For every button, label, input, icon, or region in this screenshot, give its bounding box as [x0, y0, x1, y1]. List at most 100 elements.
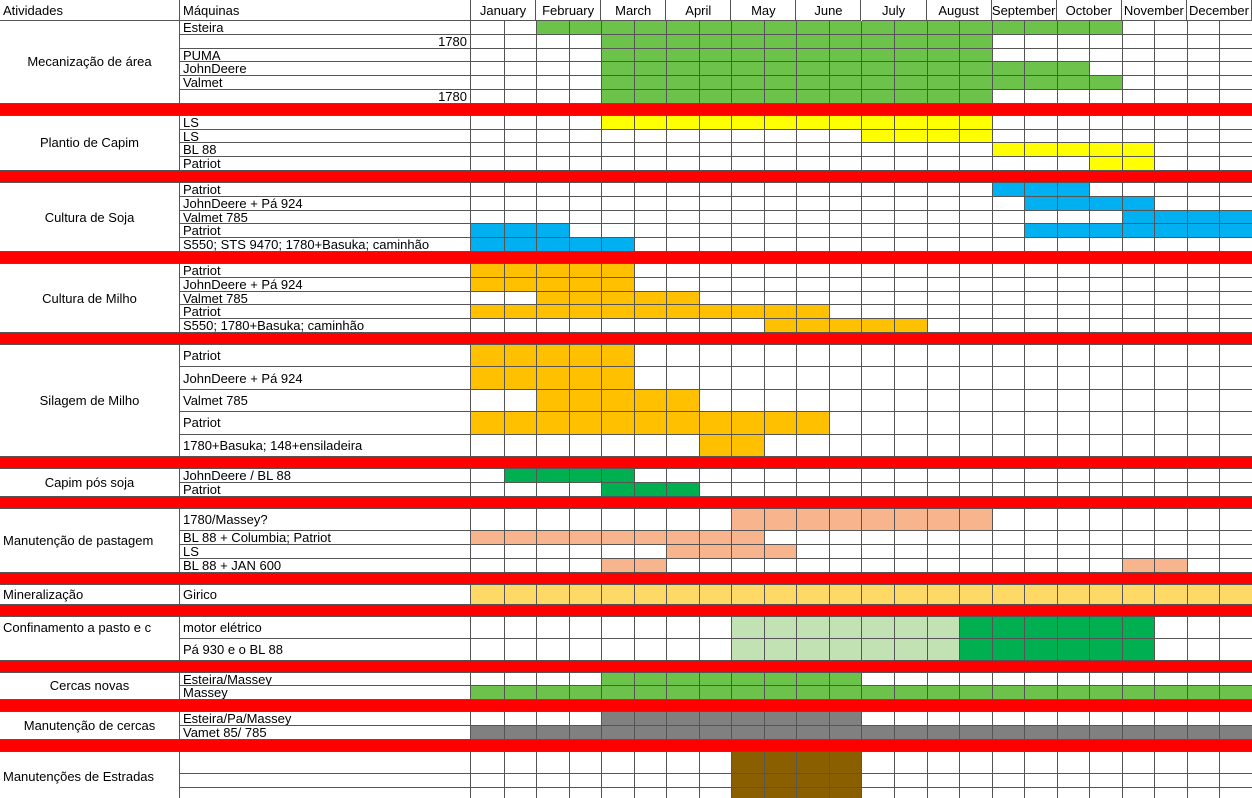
grid-cell [1154, 76, 1188, 90]
grid-cell [959, 672, 993, 687]
grid-cell [633, 616, 668, 639]
grid-cell [503, 48, 538, 63]
grid-cell [601, 508, 635, 531]
grid-cell [894, 157, 928, 171]
grid-cell [828, 224, 863, 239]
grid-cell [1089, 584, 1123, 605]
grid-cell [1186, 291, 1221, 306]
machine-cell: LS [180, 544, 471, 559]
grid-cell [861, 751, 896, 774]
grid-cell [1186, 183, 1221, 197]
grid-cell [633, 672, 668, 687]
grid-cell [568, 508, 603, 531]
grid-cell [926, 434, 961, 457]
grid-cell [1056, 76, 1091, 90]
grid-cell [1121, 305, 1156, 320]
grid-cell [1219, 34, 1252, 49]
grid-cell [731, 558, 765, 573]
timeline-bar [601, 712, 862, 726]
machine-cell: Valmet 785 [180, 291, 471, 306]
grid-cell [796, 143, 830, 158]
separator-row [0, 171, 1252, 183]
grid-cell [536, 584, 570, 605]
activity-cell: Cultura de Soja [0, 183, 180, 252]
timeline-bar [731, 616, 960, 639]
grid-cell [601, 183, 635, 197]
grid-cell [536, 48, 570, 63]
activity-cell: Capim pós soja [0, 469, 180, 497]
grid-cell [601, 76, 635, 90]
grid-cell [471, 210, 505, 225]
grid-cell [601, 751, 635, 774]
grid-cell [763, 21, 798, 35]
grid-cell [1089, 157, 1123, 171]
grid-cell [1219, 224, 1252, 239]
grid-cell [1056, 48, 1091, 63]
grid-cell [1089, 389, 1123, 413]
grid-cell [666, 616, 700, 639]
timeline-bar [601, 62, 1090, 77]
grid-cell [894, 787, 928, 798]
grid-cell [1121, 389, 1156, 413]
grid-cell [536, 638, 570, 661]
grid-cell [731, 787, 765, 798]
timeline-bar [536, 291, 699, 306]
grid-cell [471, 143, 505, 158]
grid-cell [633, 129, 668, 144]
timeline-bar [601, 672, 862, 687]
grid-cell [1056, 238, 1091, 252]
grid-cell [1024, 76, 1058, 90]
grid-cell [991, 183, 1026, 197]
grid-cell [828, 21, 863, 35]
grid-cell [959, 412, 993, 435]
grid-cell [763, 157, 798, 171]
timeline-bar [1024, 196, 1155, 211]
grid-cell [894, 530, 928, 545]
grid-cell [666, 183, 700, 197]
grid-cell [1154, 672, 1188, 687]
grid-cell [568, 62, 603, 77]
grid-cell [731, 291, 765, 306]
grid-cell [828, 530, 863, 545]
machine-cell: JohnDeere / BL 88 [180, 469, 471, 483]
grid-cell [731, 712, 765, 726]
grid-cell [926, 482, 961, 497]
grid-cell [1089, 686, 1123, 701]
grid-cell [601, 34, 635, 49]
grid-cell [731, 183, 765, 197]
grid-cell [1219, 305, 1252, 320]
grid-cell [633, 143, 668, 158]
grid-cell [1089, 319, 1123, 333]
grid-cell [568, 277, 603, 292]
machine-cell: 1780/Massey? [180, 508, 471, 531]
grid-cell [503, 196, 538, 211]
grid-cell [763, 129, 798, 144]
timeline-bar [731, 773, 862, 788]
grid-cell [861, 508, 896, 531]
grid-cell [666, 712, 700, 726]
grid-cell [471, 751, 505, 774]
grid-cell [1121, 90, 1156, 104]
grid-cell [1154, 62, 1188, 77]
grid-cell [926, 291, 961, 306]
grid-cell [1121, 751, 1156, 774]
grid-cell [471, 34, 505, 49]
grid-cell [698, 34, 733, 49]
grid-cell [894, 210, 928, 225]
grid-cell [861, 319, 896, 333]
grid-cell [1186, 434, 1221, 457]
grid-cell [1154, 584, 1188, 605]
grid-cell [471, 305, 505, 320]
grid-cell [828, 143, 863, 158]
grid-cell [568, 238, 603, 252]
grid-cell [1121, 434, 1156, 457]
grid-cell [894, 264, 928, 278]
grid-cell [568, 751, 603, 774]
grid-cell [568, 264, 603, 278]
grid-cell [1186, 277, 1221, 292]
grid-cell [1122, 787, 1156, 798]
grid-cell [471, 48, 505, 63]
grid-cell [763, 367, 798, 390]
grid-cell [796, 672, 830, 687]
grid-cell [796, 21, 830, 35]
